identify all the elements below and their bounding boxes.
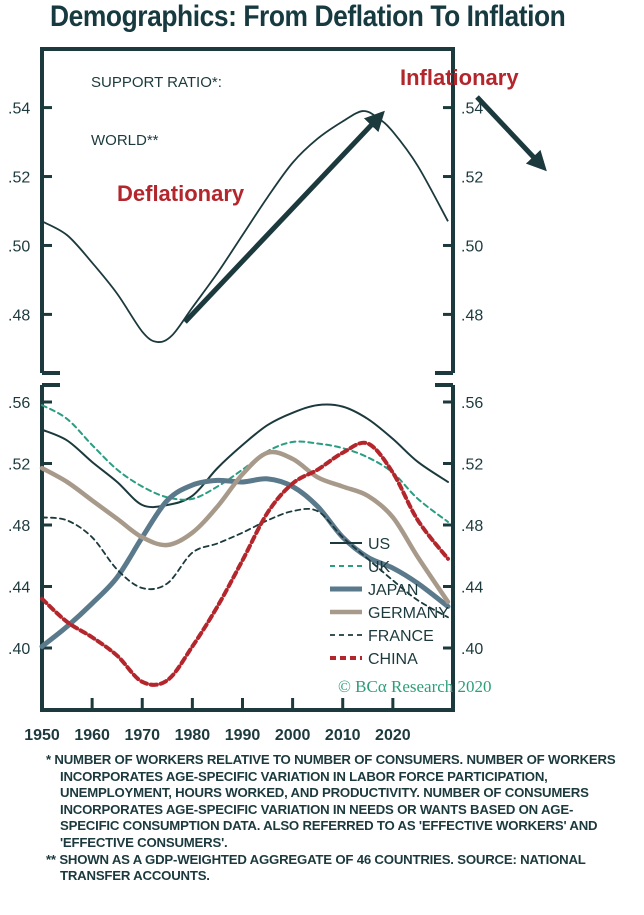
- footnotes: * NUMBER OF WORKERS RELATIVE TO NUMBER O…: [46, 752, 626, 885]
- series-line-china: [40, 440, 450, 687]
- x-tick-label: 2010: [325, 727, 361, 744]
- x-tick-label: 1990: [225, 727, 261, 744]
- x-tick-label: 1950: [24, 727, 60, 744]
- panel-frame: [40, 47, 455, 373]
- legend-label-china: CHINA: [368, 651, 418, 668]
- series-line-us: [41, 403, 449, 509]
- y-tick-label-right: .54: [461, 101, 483, 118]
- y-tick-label-left: .40: [8, 641, 30, 658]
- y-tick-label-left: .48: [8, 307, 30, 324]
- x-tick-label: 1970: [124, 727, 160, 744]
- legend-label-germany: GERMANY: [368, 605, 449, 622]
- legend-label-us: US: [368, 536, 390, 553]
- series-line-germany: [39, 449, 451, 605]
- support-ratio-label: SUPPORT RATIO*:: [91, 74, 222, 91]
- series-line-uk: [41, 404, 449, 523]
- deflationary-annotation: Deflationary: [117, 181, 245, 206]
- world-label: WORLD**: [91, 132, 159, 149]
- y-tick-label-left: .52: [8, 170, 30, 187]
- inflationary-annotation: Inflationary: [400, 65, 519, 90]
- y-tick-label-left: .54: [8, 101, 30, 118]
- y-tick-label-right: .56: [461, 395, 483, 412]
- x-tick-label: 1980: [175, 727, 211, 744]
- y-tick-label-left: .44: [8, 580, 30, 597]
- up-arrow-icon: [183, 110, 385, 324]
- y-tick-label-right: .48: [461, 518, 483, 535]
- chart-title: Demographics: From Deflation To Inflatio…: [50, 0, 566, 33]
- panel-frame: [40, 385, 455, 712]
- y-tick-label-left: .52: [8, 457, 30, 474]
- legend-label-france: FRANCE: [368, 628, 434, 645]
- y-tick-label-right: .52: [461, 457, 483, 474]
- legend-label-japan: JAPAN: [368, 582, 418, 599]
- x-tick-label: 2000: [275, 727, 311, 744]
- down-arrow-icon: [475, 95, 547, 172]
- y-tick-label-right: .50: [461, 238, 483, 255]
- world-panel: .54 .54 .52 .52 .50 .50 .48 .48 SUPPORT RATIO*: W…: [8, 47, 547, 375]
- x-tick-label: 1960: [74, 727, 110, 744]
- y-tick-label-right: .44: [461, 580, 483, 597]
- y-tick-label-right: .52: [461, 170, 483, 187]
- x-tick-label: 2020: [375, 727, 411, 744]
- y-tick-label-right: .40: [461, 641, 483, 658]
- footnote-1: * NUMBER OF WORKERS RELATIVE TO NUMBER O…: [46, 752, 616, 850]
- y-tick-label-right: .48: [461, 307, 483, 324]
- y-tick-label-left: .56: [8, 395, 30, 412]
- countries-panel: .56 .56 .52 .52 .48 .48 .44 .44 .40 .40 1950 1960 19…: [8, 383, 492, 744]
- y-tick-label-left: .50: [8, 238, 30, 255]
- legend-label-uk: UK: [368, 559, 391, 576]
- series-line-japan: [39, 476, 451, 649]
- footnote-2: ** SHOWN AS A GDP-WEIGHTED AGGREGATE OF …: [46, 851, 586, 884]
- y-tick-label-left: .48: [8, 518, 30, 535]
- series-line-france: [41, 507, 449, 619]
- watermark: © BCα Research 2020: [338, 677, 492, 696]
